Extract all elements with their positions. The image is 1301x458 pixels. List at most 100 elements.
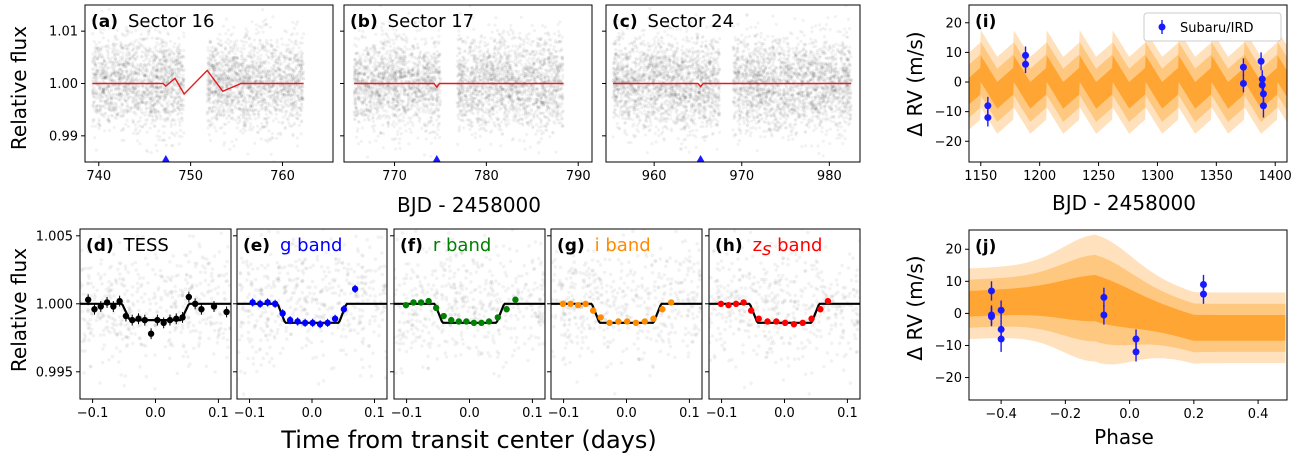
flux-point	[293, 84, 297, 88]
flux-point	[111, 60, 115, 64]
flux-point	[424, 40, 428, 45]
flux-point	[116, 74, 121, 78]
flux-point	[123, 98, 127, 102]
flux-point	[218, 80, 222, 85]
flux-point	[112, 60, 116, 64]
flux-point	[376, 87, 380, 91]
flux-point	[386, 100, 390, 104]
flux-point	[177, 51, 181, 55]
flux-point	[386, 68, 390, 72]
flux-point	[91, 91, 95, 95]
flux-point	[368, 61, 372, 65]
flux-point	[369, 55, 373, 59]
flux-point	[236, 97, 240, 101]
flux-point	[286, 65, 290, 69]
flux-point	[224, 40, 228, 44]
flux-point	[93, 49, 97, 53]
flux-point	[367, 52, 371, 57]
flux-point	[158, 69, 162, 73]
flux-point	[211, 55, 216, 59]
flux-point	[160, 50, 164, 54]
flux-point	[402, 24, 406, 28]
flux-point	[249, 84, 253, 88]
flux-point	[361, 79, 365, 83]
flux-point	[160, 44, 165, 48]
flux-point	[153, 53, 157, 58]
flux-point	[405, 61, 409, 65]
flux-point	[266, 90, 270, 94]
flux-point	[261, 85, 265, 90]
flux-point	[264, 75, 268, 80]
flux-point	[225, 63, 229, 67]
flux-point	[175, 73, 179, 77]
flux-point	[227, 120, 231, 124]
flux-point	[114, 87, 118, 91]
flux-point	[224, 98, 228, 102]
flux-point	[361, 91, 365, 95]
flux-point	[236, 72, 240, 76]
flux-point	[275, 96, 279, 100]
flux-point	[297, 70, 302, 74]
flux-point	[95, 47, 99, 51]
flux-point	[271, 68, 275, 72]
flux-point	[270, 104, 274, 108]
flux-point	[353, 91, 357, 95]
flux-point	[135, 51, 139, 55]
flux-point	[356, 78, 360, 82]
flux-point	[373, 57, 377, 61]
flux-point	[425, 86, 429, 90]
flux-point	[376, 92, 380, 96]
flux-point	[282, 54, 286, 59]
flux-point	[373, 124, 377, 128]
y-tick-label: 1.00	[49, 77, 78, 92]
flux-point	[146, 88, 150, 93]
flux-point	[168, 65, 172, 69]
flux-point	[253, 67, 257, 71]
flux-point	[147, 94, 151, 98]
flux-point	[435, 49, 439, 54]
flux-point	[111, 92, 115, 96]
flux-point	[296, 60, 300, 64]
flux-point	[105, 94, 109, 98]
flux-point	[288, 124, 292, 128]
flux-point	[209, 86, 213, 90]
flux-point	[276, 103, 280, 107]
flux-point	[94, 91, 98, 95]
flux-point	[115, 28, 119, 32]
flux-point	[416, 63, 420, 67]
flux-point	[397, 76, 401, 80]
flux-point	[400, 57, 404, 61]
flux-point	[299, 54, 303, 59]
flux-point	[222, 107, 226, 111]
flux-point	[280, 96, 284, 100]
flux-point	[218, 77, 222, 81]
flux-point	[176, 100, 180, 104]
flux-point	[168, 52, 172, 57]
flux-point	[158, 113, 162, 117]
flux-point	[124, 59, 128, 63]
flux-point	[212, 66, 216, 70]
flux-point	[182, 31, 186, 35]
flux-point	[232, 91, 237, 95]
flux-point	[411, 79, 415, 83]
flux-point	[211, 53, 215, 57]
flux-point	[147, 113, 151, 117]
flux-point	[205, 82, 209, 87]
flux-point	[177, 134, 182, 138]
flux-point	[411, 44, 415, 49]
flux-point	[145, 70, 149, 74]
flux-point	[246, 74, 250, 78]
flux-point	[272, 79, 276, 83]
flux-point	[353, 63, 357, 67]
flux-point	[379, 80, 383, 84]
flux-point	[274, 49, 278, 53]
flux-point	[207, 123, 211, 127]
flux-point	[362, 84, 367, 88]
flux-point	[136, 85, 141, 89]
flux-point	[428, 89, 432, 93]
flux-point	[231, 55, 235, 60]
flux-point	[131, 80, 135, 84]
flux-point	[257, 64, 261, 68]
flux-point	[144, 148, 148, 153]
flux-point	[398, 137, 402, 141]
